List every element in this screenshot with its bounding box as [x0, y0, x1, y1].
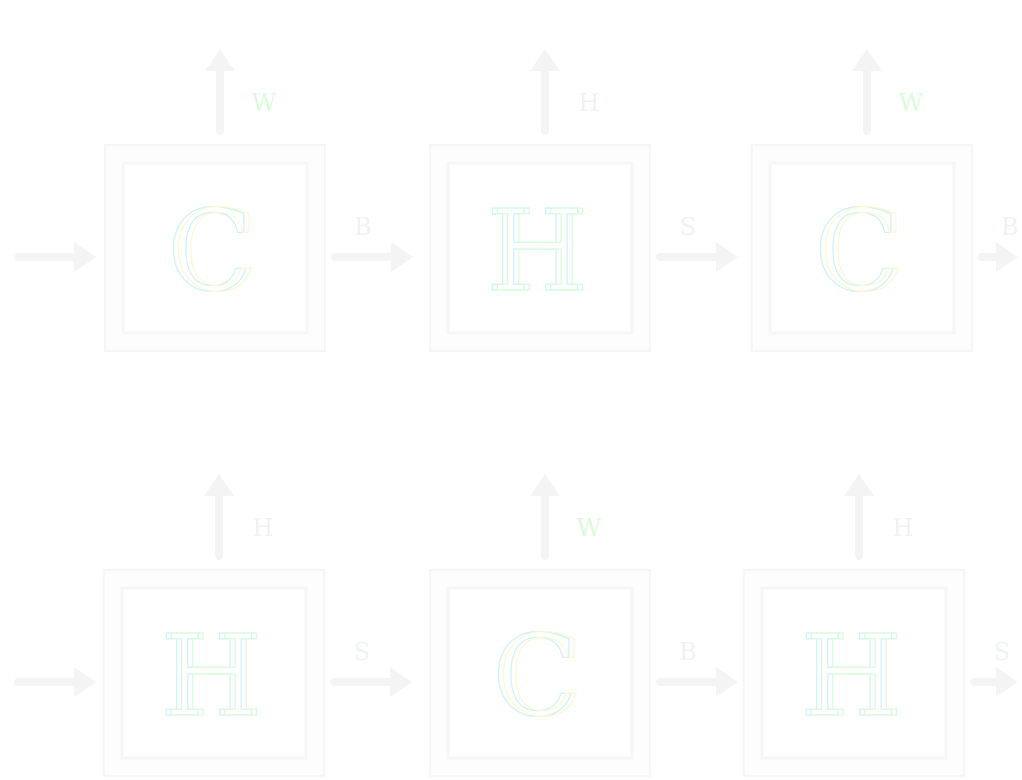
row1-block1-letter: C	[172, 187, 258, 317]
row2-block3-top-label: H	[893, 514, 914, 542]
row1-block1-link-arrow-head	[391, 242, 413, 272]
row2-block3-inner	[760, 586, 948, 760]
row1-block1-inner	[121, 161, 309, 335]
row1-block1-right-label: B	[354, 213, 372, 241]
row1-block3-top-label: W	[899, 89, 924, 117]
row1-block1-top-label: W	[252, 89, 277, 117]
row2-block1-top-label: H	[253, 514, 274, 542]
row2-block2-top-label: W	[577, 514, 602, 542]
row2-block1-letter: H	[165, 612, 263, 742]
row1-input-arrow-head	[74, 242, 96, 272]
row2-block2-link-arrow-head	[716, 667, 738, 697]
row2-block1-link-arrow-head	[390, 667, 412, 697]
row2-block1-output-arrow-head	[204, 474, 234, 496]
row2-block3-letter-shadow: H	[800, 612, 898, 742]
row1-block3-right-label: B	[1001, 213, 1019, 241]
row1-block3-output-arrow-head	[852, 49, 882, 71]
row1-block1-letter-shadow: C	[167, 187, 253, 317]
row2-input-arrow-head	[74, 667, 96, 697]
row2-block2-output-arrow-head	[530, 474, 560, 496]
row2-block2-right-label: B	[679, 638, 697, 666]
row2-block1-right-label: S	[354, 638, 370, 666]
row1-block2-top-label: H	[579, 89, 600, 117]
row1-block2-letter: H	[491, 187, 589, 317]
row2-block1-inner	[120, 586, 308, 760]
row1-block2-output-arrow-head	[530, 49, 560, 71]
row2-block3-link-arrow-head	[996, 667, 1018, 697]
row2-block3-letter: H	[805, 612, 903, 742]
row1-block1-output-arrow-head	[205, 49, 235, 71]
row2-block1-letter-shadow: H	[160, 612, 258, 742]
row1-block2-link-arrow-head	[716, 242, 738, 272]
row2-block3-right-label: S	[994, 638, 1010, 666]
row2-block2-letter-shadow: C	[492, 612, 578, 742]
row1-block3-link-arrow-head	[996, 242, 1018, 272]
row1-block2-right-label: S	[680, 213, 696, 241]
row1-block3-inner	[768, 161, 956, 335]
row2-block2-letter: C	[497, 612, 583, 742]
row1-block3-letter-shadow: C	[814, 187, 900, 317]
row1-block2-inner	[446, 161, 634, 335]
row2-block3-output-arrow-head	[844, 474, 874, 496]
row2-block2-inner	[446, 586, 634, 760]
row1-block3-letter: C	[819, 187, 905, 317]
row1-block2-letter-shadow: H	[486, 187, 584, 317]
